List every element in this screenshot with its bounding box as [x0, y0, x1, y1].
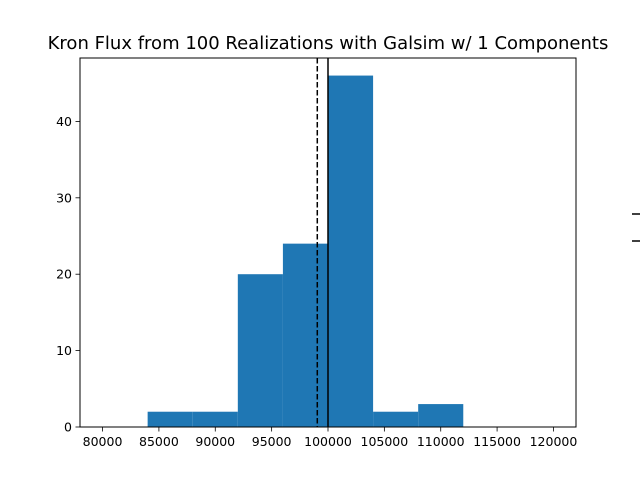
- histogram-bar-7: [418, 404, 464, 427]
- y-tick-label: 40: [56, 114, 72, 129]
- histogram-bar-3: [237, 274, 283, 427]
- x-tick-label: 120000: [530, 434, 578, 449]
- x-tick-label: 115000: [473, 434, 521, 449]
- x-tick-label: 110000: [417, 434, 465, 449]
- legend: [632, 213, 640, 242]
- x-tick-label: 85000: [139, 434, 179, 449]
- x-tick-label: 80000: [83, 434, 123, 449]
- histogram-bar-6: [373, 411, 419, 427]
- x-tick-label: 105000: [361, 434, 409, 449]
- histogram-bar-2: [192, 411, 238, 427]
- plot-frame: [79, 57, 577, 428]
- histogram-bar-4: [282, 243, 328, 427]
- reference-lines: [316, 58, 329, 427]
- y-axis: 0 10 20 30 40: [56, 114, 80, 435]
- x-tick-label: 100000: [304, 434, 352, 449]
- y-tick-label: 10: [56, 343, 72, 358]
- x-tick-label: 90000: [195, 434, 235, 449]
- histogram-bar-5: [328, 75, 374, 428]
- x-axis: 80000 85000 90000 95000 100000 105000 110000 11…: [83, 427, 578, 449]
- y-tick-label: 20: [56, 267, 72, 282]
- chart-title: Kron Flux from 100 Realizations with Gal…: [48, 33, 609, 54]
- y-tick-label: 30: [56, 190, 72, 205]
- histogram-bars: [147, 75, 464, 428]
- y-tick-label: 0: [64, 420, 72, 435]
- x-tick-label: 95000: [252, 434, 292, 449]
- histogram-bar-1: [147, 411, 193, 427]
